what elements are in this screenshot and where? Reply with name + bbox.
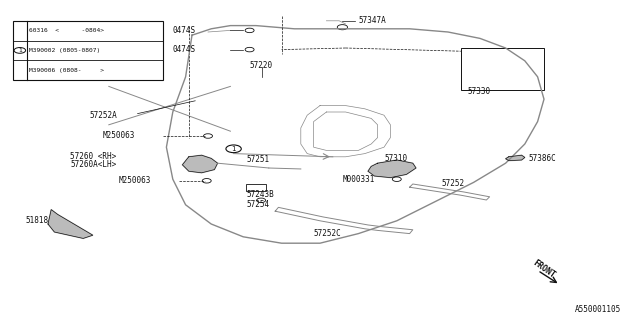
Polygon shape <box>368 160 416 178</box>
Text: 57243B: 57243B <box>246 190 274 199</box>
Text: 57310: 57310 <box>384 154 407 163</box>
Polygon shape <box>506 155 525 161</box>
Text: 57252C: 57252C <box>314 229 341 238</box>
Polygon shape <box>182 155 218 173</box>
Bar <box>13 21 163 80</box>
Text: 57386C: 57386C <box>528 154 556 163</box>
Text: 0474S: 0474S <box>173 26 196 35</box>
Bar <box>246 184 266 191</box>
Text: M250063: M250063 <box>102 132 135 140</box>
Text: M390006 (0808-     >: M390006 (0808- > <box>29 68 104 73</box>
Text: A550001105: A550001105 <box>575 305 621 314</box>
Text: 1: 1 <box>18 48 22 53</box>
Text: 57252A: 57252A <box>90 111 117 120</box>
Text: 60316  <      -0804>: 60316 < -0804> <box>29 28 104 33</box>
Text: 57220: 57220 <box>250 61 273 70</box>
Text: 1: 1 <box>231 146 236 152</box>
Text: 57254: 57254 <box>246 200 269 209</box>
Text: M000331: M000331 <box>342 175 375 184</box>
Text: 57330: 57330 <box>467 87 490 96</box>
Text: M390002 (0805-0807): M390002 (0805-0807) <box>29 48 100 53</box>
Text: 57347A: 57347A <box>358 16 386 25</box>
Text: FRONT: FRONT <box>531 258 557 280</box>
Text: 57251: 57251 <box>246 156 269 164</box>
Text: M250063: M250063 <box>118 176 151 185</box>
Text: 57252: 57252 <box>442 180 465 188</box>
Text: 51818: 51818 <box>26 216 49 225</box>
Text: 57260A<LH>: 57260A<LH> <box>70 160 116 169</box>
Text: 0474S: 0474S <box>173 45 196 54</box>
Text: 57260 <RH>: 57260 <RH> <box>70 152 116 161</box>
Bar <box>461 48 544 90</box>
Polygon shape <box>48 210 93 238</box>
